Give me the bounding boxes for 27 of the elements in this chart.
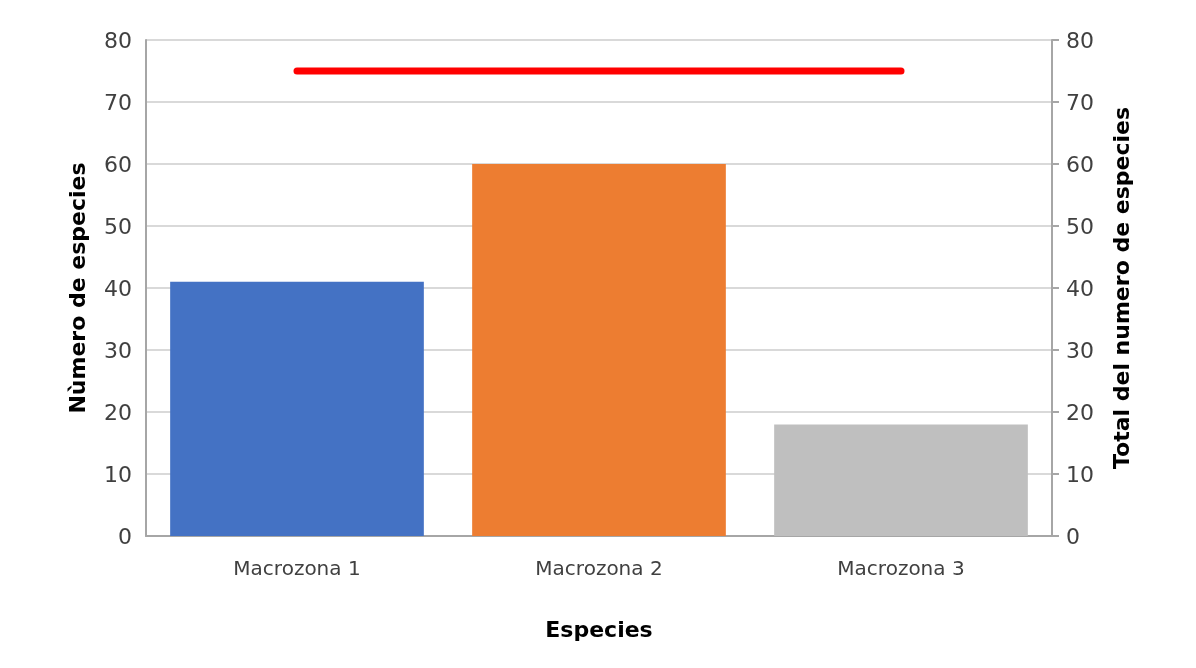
y-tick-label: 30 [104,337,132,363]
y-tick-label: 0 [118,523,132,549]
x-tick-label: Macrozona 3 [837,556,965,580]
y2-tick-label: 20 [1066,399,1094,425]
y2-tick-label: 0 [1066,523,1080,549]
x-axis-title: Especies [545,616,653,642]
y-tick-label: 50 [104,213,132,239]
y2-tick-label: 70 [1066,89,1094,115]
y-tick-label: 10 [104,461,132,487]
y-tick-label: 80 [104,27,132,53]
y2-tick-label: 50 [1066,213,1094,239]
bar [472,164,726,536]
bar [774,424,1028,536]
y2-tick-label: 10 [1066,461,1094,487]
y-axis-title: Nùmero de especies [64,162,90,414]
y-tick-label: 60 [104,151,132,177]
y-tick-label: 20 [104,399,132,425]
y2-tick-label: 80 [1066,27,1094,53]
bar [170,281,424,536]
y-tick-label: 40 [104,275,132,301]
x-tick-label: Macrozona 1 [233,556,361,580]
y2-tick-label: 60 [1066,151,1094,177]
y-tick-label: 70 [104,89,132,115]
y2-tick-label: 30 [1066,337,1094,363]
y2-axis-title: Total del numero de especies [1108,106,1134,470]
y2-tick-label: 40 [1066,275,1094,301]
x-tick-label: Macrozona 2 [535,556,663,580]
